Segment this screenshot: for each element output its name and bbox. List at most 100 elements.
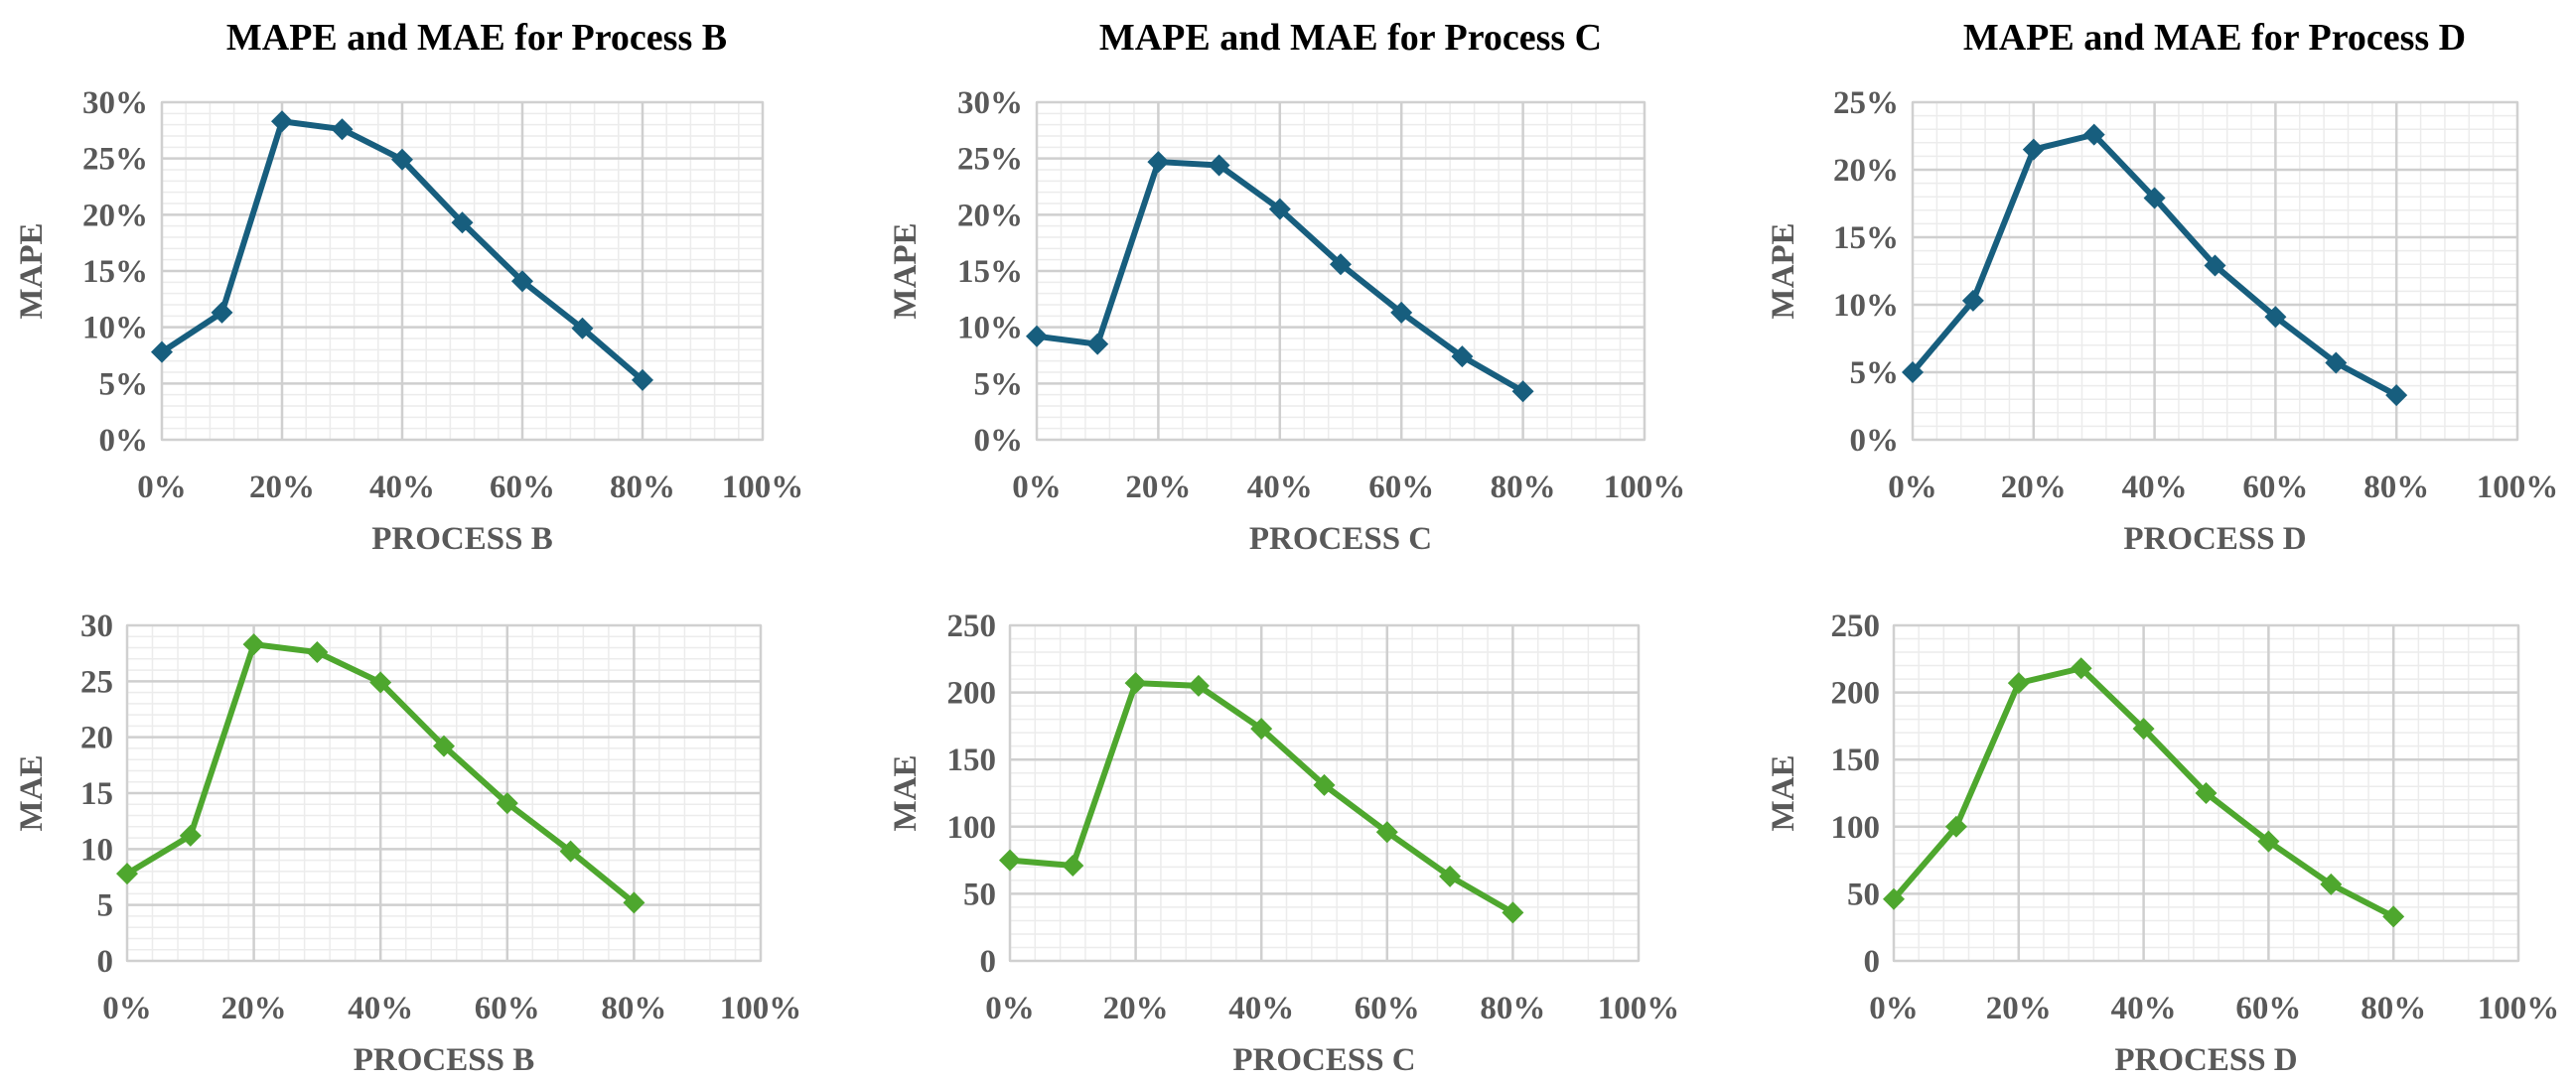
data-point-marker xyxy=(151,340,173,363)
x-axis-title: PROCESS D xyxy=(2123,521,2306,557)
plot-area xyxy=(126,624,762,962)
x-tick-label: 0% xyxy=(137,470,187,505)
y-tick-label: 15% xyxy=(1833,220,1899,256)
chart-panel: 0% 20% 40% 60% 80% 100% 0 50 100 150 200 250 PROCESS… xyxy=(1766,608,2559,1078)
x-tick-label: 0% xyxy=(1888,470,1937,505)
y-tick-label: 50 xyxy=(963,877,996,912)
y-tick-label: 30 xyxy=(80,608,113,644)
data-point-marker xyxy=(559,840,582,863)
x-tick-label: 0% xyxy=(1012,470,1062,505)
y-tick-label: 0% xyxy=(1850,423,1900,459)
data-point-marker xyxy=(632,368,653,391)
y-tick-label: 20% xyxy=(1833,153,1899,189)
y-tick-label: 100 xyxy=(947,810,997,846)
y-tick-label: 15% xyxy=(957,254,1023,290)
data-point-marker xyxy=(2082,123,2105,146)
plot-area xyxy=(1009,624,1640,962)
x-tick-label: 100% xyxy=(1604,470,1686,505)
x-tick-label: 100% xyxy=(1598,991,1680,1026)
data-point-marker xyxy=(1250,718,1273,741)
y-tick-label: 250 xyxy=(947,608,997,644)
data-point-marker xyxy=(571,317,594,339)
x-tick-label: 40% xyxy=(1247,470,1313,505)
x-tick-label: 0% xyxy=(1869,991,1919,1026)
x-tick-label: 60% xyxy=(1355,991,1420,1026)
x-axis-title: PROCESS B xyxy=(354,1042,534,1078)
data-point-marker xyxy=(1451,345,1474,368)
x-tick-label: 100% xyxy=(2477,470,2559,505)
data-point-marker xyxy=(2382,905,2405,928)
data-point-marker xyxy=(242,633,265,656)
chart-panel: 0% 20% 40% 60% 80% 100% 0 5 10 15 20 25 30 PROCESS B M… xyxy=(14,608,801,1078)
data-point-marker xyxy=(211,301,233,324)
y-axis-title: MAE xyxy=(14,755,50,832)
data-point-marker xyxy=(1026,325,1048,347)
data-point-marker xyxy=(1330,253,1352,276)
data-point-marker xyxy=(1313,773,1336,796)
y-tick-label: 30% xyxy=(957,85,1023,121)
y-tick-label: 150 xyxy=(947,743,997,778)
chart-panel: 0% 20% 40% 60% 80% 100% 0% 5% 10% 15% 20% 25% PROCES… xyxy=(1766,17,2558,557)
x-tick-label: 80% xyxy=(1491,470,1556,505)
y-tick-label: 25 xyxy=(80,664,113,700)
x-tick-label: 40% xyxy=(2122,470,2188,505)
y-tick-label: 10% xyxy=(957,311,1023,346)
major-gridlines xyxy=(125,623,763,963)
data-point-marker xyxy=(1961,289,1984,312)
y-tick-label: 0 xyxy=(1864,944,1881,980)
data-point-marker xyxy=(331,118,354,141)
y-tick-label: 200 xyxy=(947,676,997,712)
chart-title: MAPE and MAE for Process C xyxy=(1099,17,1602,59)
x-tick-label: 0% xyxy=(102,991,152,1026)
x-tick-label: 40% xyxy=(1228,991,1294,1026)
y-axis-title: MAPE xyxy=(888,222,924,319)
data-point-marker xyxy=(1268,198,1291,220)
x-tick-label: 80% xyxy=(610,470,675,505)
data-point-marker xyxy=(369,671,392,694)
x-tick-label: 60% xyxy=(1368,470,1434,505)
data-point-marker xyxy=(2320,873,2343,895)
x-tick-label: 20% xyxy=(1986,991,2052,1026)
data-point-marker xyxy=(1062,855,1084,878)
major-gridlines xyxy=(160,100,765,442)
y-tick-label: 15 xyxy=(80,776,113,812)
y-tick-label: 15% xyxy=(82,254,148,290)
y-tick-label: 5% xyxy=(99,366,149,402)
x-tick-label: 40% xyxy=(369,470,435,505)
data-point-marker xyxy=(1375,821,1398,844)
y-tick-label: 0 xyxy=(980,944,997,980)
y-tick-label: 5 xyxy=(97,888,114,924)
y-tick-label: 5% xyxy=(1850,355,1900,391)
data-point-marker xyxy=(2195,782,2218,804)
data-point-marker xyxy=(1439,865,1462,887)
data-point-marker xyxy=(2385,384,2408,407)
x-axis-title: PROCESS C xyxy=(1249,521,1432,557)
x-tick-label: 20% xyxy=(2001,470,2067,505)
x-tick-label: 20% xyxy=(249,470,315,505)
data-point-marker xyxy=(1902,361,1924,383)
x-tick-label: 80% xyxy=(2363,470,2429,505)
y-tick-label: 200 xyxy=(1831,676,1881,712)
y-tick-label: 0 xyxy=(97,944,114,980)
chart-title: MAPE and MAE for Process B xyxy=(226,17,727,59)
chart-panel: 0% 20% 40% 60% 80% 100% 0% 5% 10% 15% 20% 25% 30% PRO… xyxy=(888,17,1685,557)
y-tick-label: 150 xyxy=(1831,743,1881,778)
data-point-marker xyxy=(1944,815,1967,838)
data-point-marker xyxy=(2325,351,2348,374)
y-tick-label: 0% xyxy=(99,423,149,459)
data-point-marker xyxy=(2132,718,2155,741)
x-tick-label: 40% xyxy=(2111,991,2177,1026)
data-point-marker xyxy=(1511,380,1534,403)
y-tick-label: 25% xyxy=(957,142,1023,178)
data-point-marker xyxy=(496,792,518,815)
plot-area xyxy=(161,101,764,441)
y-tick-label: 10 xyxy=(80,832,113,868)
data-point-marker xyxy=(306,641,329,664)
x-tick-label: 40% xyxy=(348,991,413,1026)
data-point-marker xyxy=(2143,187,2166,209)
plot-area xyxy=(1893,624,2519,962)
y-axis-title: MAE xyxy=(888,755,924,832)
x-tick-label: 100% xyxy=(2478,991,2560,1026)
x-tick-label: 100% xyxy=(722,470,804,505)
